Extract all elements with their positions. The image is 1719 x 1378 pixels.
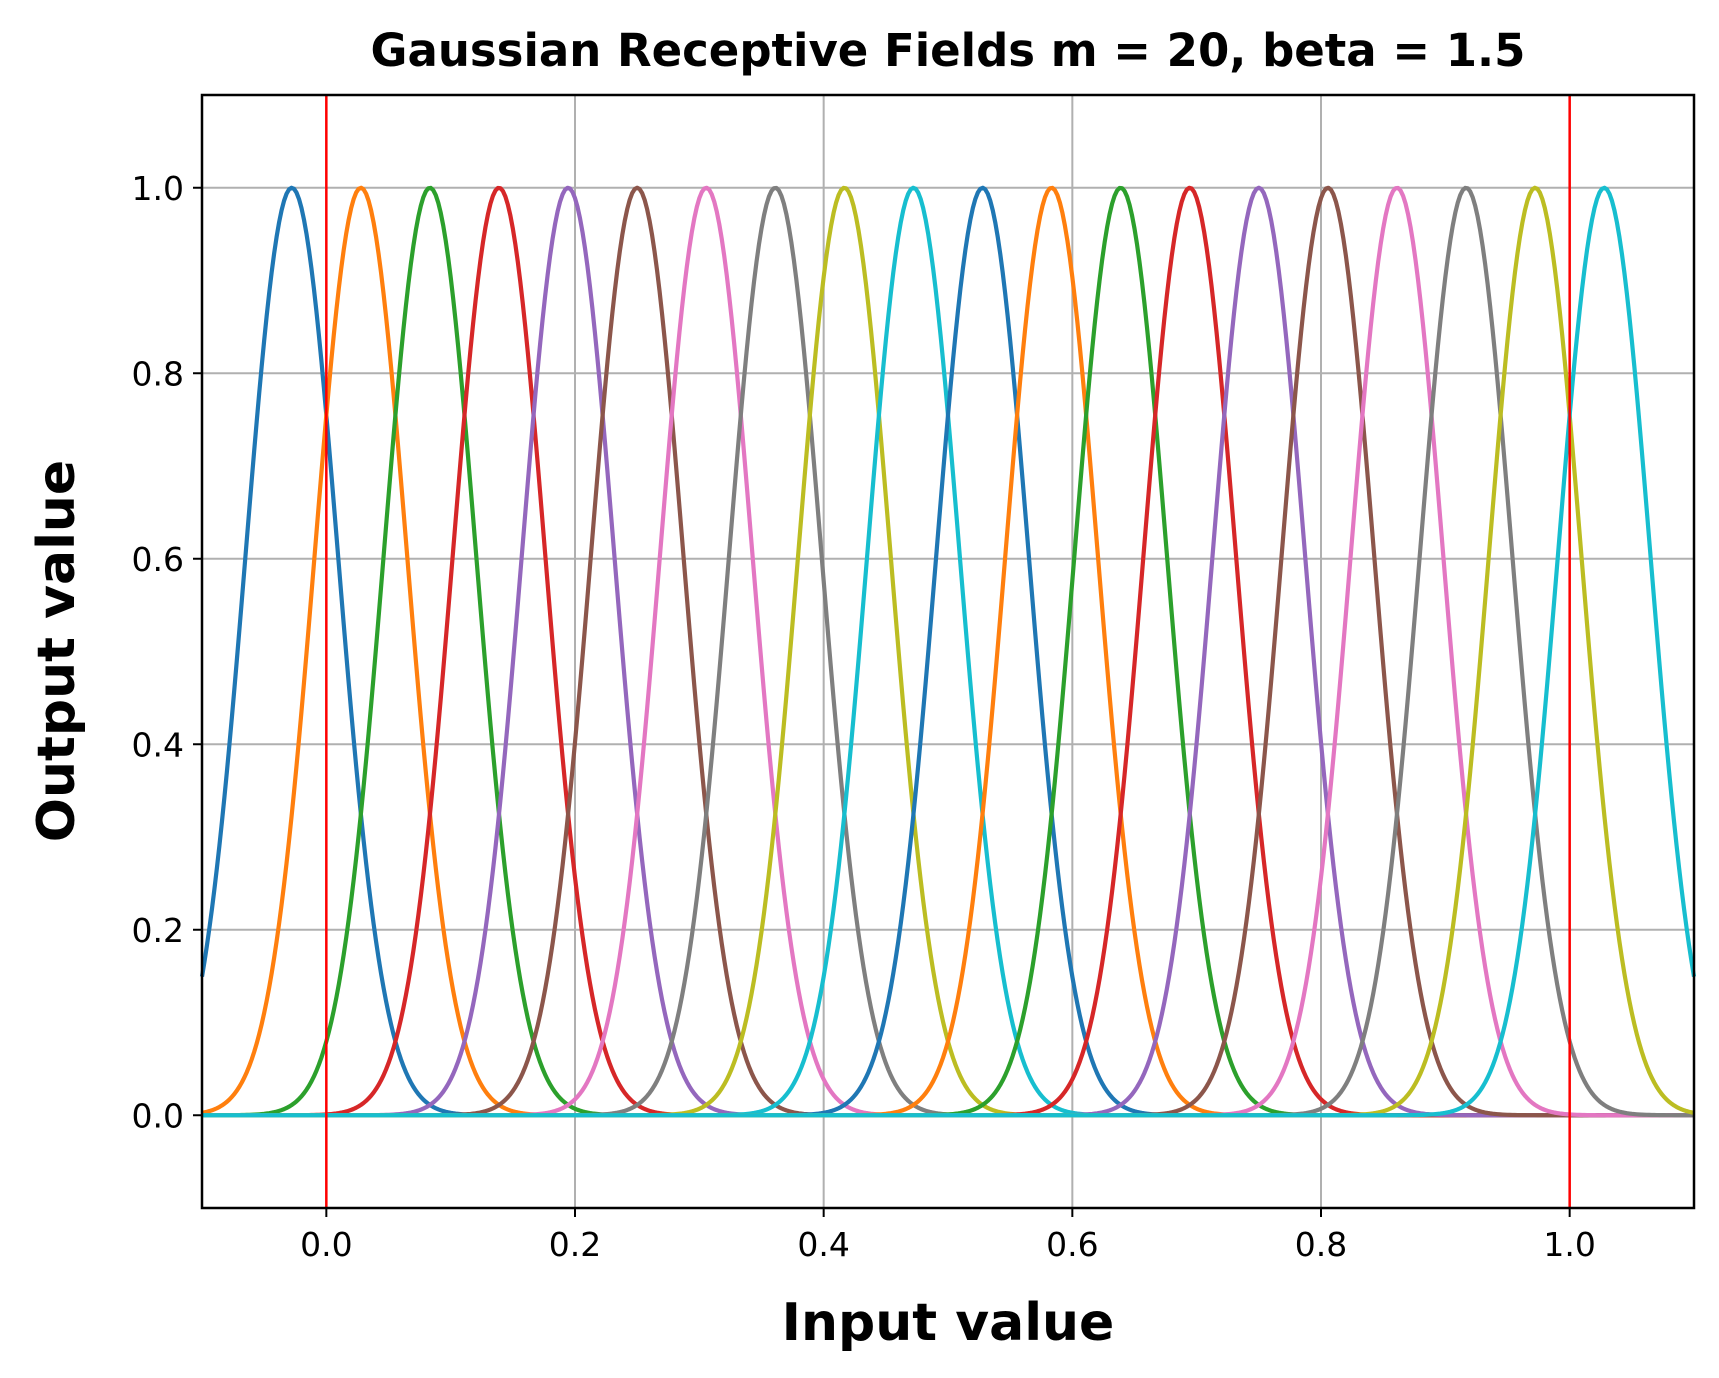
series-line-2: [201, 185, 1694, 1118]
series-line-10: [202, 185, 1694, 1118]
series-line-6: [202, 185, 1694, 1118]
series-line-19: [202, 185, 1695, 1118]
series-line-11: [202, 185, 1694, 1118]
x-tick-label: 1.0: [1543, 1225, 1595, 1264]
series-line-15: [202, 185, 1694, 1118]
series-line-13: [202, 185, 1694, 1118]
series-line-9: [202, 185, 1694, 1118]
y-axis-label: Output value: [27, 460, 87, 842]
x-tick-label: 0.8: [1295, 1225, 1347, 1264]
x-tick-label: 0.4: [797, 1225, 849, 1264]
series-line-4: [202, 185, 1694, 1118]
plot-frame: [200, 93, 1696, 1210]
y-axis-ticks: 0.0 0.2 0.4 0.6 0.8 1.0: [132, 169, 202, 1135]
series-line-3: [201, 185, 1694, 1118]
y-tick-label: 0.2: [132, 911, 184, 950]
series-line-17: [202, 185, 1694, 1118]
y-tick-label: 0.8: [132, 354, 184, 393]
y-tick-label: 0.0: [132, 1096, 184, 1135]
series-line-16: [202, 185, 1694, 1118]
y-tick-label: 1.0: [132, 169, 184, 208]
series-line-20: [202, 185, 1697, 1118]
series-line-8: [202, 185, 1694, 1118]
x-tick-label: 0.0: [300, 1225, 352, 1264]
x-axis-label: Input value: [782, 1293, 1115, 1353]
series-line-14: [202, 185, 1694, 1118]
series-line-5: [202, 185, 1694, 1118]
series-line-18: [202, 185, 1695, 1118]
y-tick-label: 0.4: [132, 725, 184, 764]
reference-lines: [325, 95, 1571, 1208]
x-tick-label: 0.6: [1046, 1225, 1098, 1264]
x-axis-ticks: 0.0 0.2 0.4 0.6 0.8 1.0: [300, 1208, 1596, 1264]
series-line-7: [202, 185, 1694, 1118]
chart-title: Gaussian Receptive Fields m = 20, beta =…: [371, 24, 1526, 77]
x-tick-label: 0.2: [549, 1225, 601, 1264]
series-line-12: [202, 185, 1694, 1118]
series-layer: [199, 185, 1697, 1118]
series-line-1: [199, 185, 1694, 1118]
y-tick-label: 0.6: [132, 540, 184, 579]
